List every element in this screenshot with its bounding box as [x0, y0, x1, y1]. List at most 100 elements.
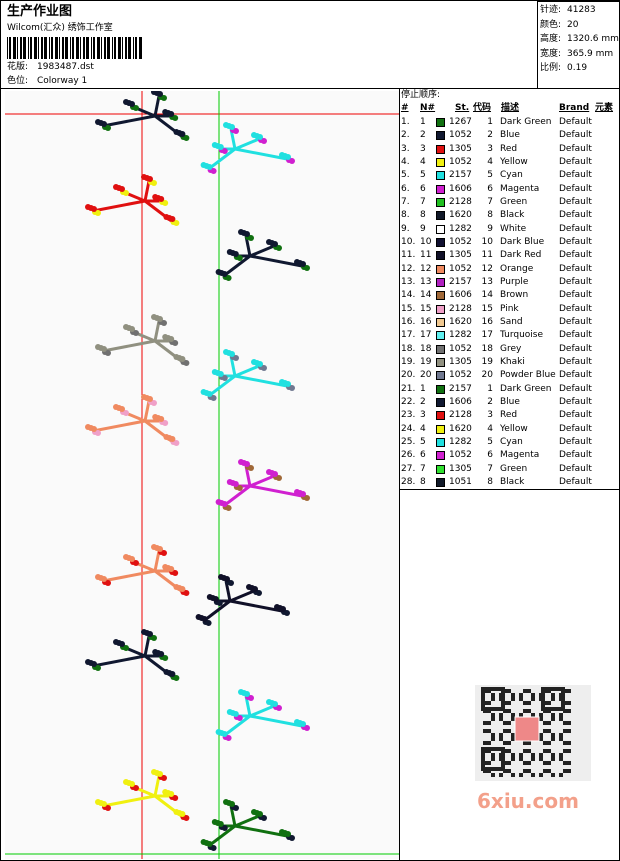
row-brand: Default — [559, 343, 592, 354]
qr-dot — [543, 729, 547, 733]
row-num: 4. — [401, 156, 410, 167]
row-brand: Default — [559, 276, 592, 287]
panel — [399, 88, 619, 860]
row-num: 2. — [401, 130, 410, 141]
motif-leaf — [157, 546, 163, 552]
row-needle: 13 — [420, 276, 432, 287]
barcode — [7, 37, 142, 59]
row-desc: Cyan — [500, 436, 523, 447]
row-brand: Default — [559, 436, 592, 447]
motif-stem — [153, 775, 161, 797]
motif-leaf — [105, 125, 111, 131]
motif-leaf — [217, 371, 224, 377]
qr-dot — [551, 697, 555, 701]
qr-dot — [511, 693, 515, 697]
row-num: 14. — [401, 290, 416, 301]
motif-leaf — [101, 346, 107, 352]
row-brand: Default — [559, 410, 592, 421]
row-desc: Cyan — [500, 170, 523, 181]
color-swatch — [436, 437, 445, 447]
bar-stripe — [83, 37, 85, 59]
motif-leaf — [212, 596, 219, 602]
stat-value: 20 — [567, 19, 579, 30]
motif-stem — [92, 654, 146, 668]
qr-dot — [523, 709, 527, 713]
row-needle: 2 — [420, 396, 426, 407]
row-code: 5 — [487, 436, 493, 447]
motif-leaf — [225, 735, 232, 741]
row-brand: Default — [559, 156, 592, 167]
qr-dot — [523, 701, 527, 705]
row-needle: 1 — [420, 117, 426, 127]
row-stitches: 1052 — [449, 370, 472, 381]
row-brand: Default — [559, 316, 592, 327]
row-desc: Powder Blue — [500, 370, 556, 381]
design-label: 花版: — [7, 62, 29, 72]
row-stitches: 2128 — [449, 410, 472, 421]
row-num: 28. — [401, 476, 416, 487]
motif-leaf — [221, 148, 228, 154]
motif-leaf — [168, 336, 175, 342]
row-needle: 5 — [420, 436, 426, 447]
row-brand: Default — [559, 450, 592, 461]
qr-finder — [481, 687, 505, 711]
row-desc: Dark Green — [500, 117, 552, 127]
qr-dot — [559, 737, 563, 741]
motif-leaf — [206, 841, 213, 847]
motif-leaf — [289, 835, 295, 841]
row-stitches: 1052 — [449, 156, 472, 167]
row-num: 1. — [401, 117, 410, 127]
row-brand: Default — [559, 196, 592, 207]
qr-dot — [539, 733, 543, 737]
qr-dot — [563, 761, 567, 765]
motif-leaf — [161, 320, 167, 326]
qr-dot — [567, 701, 571, 705]
qr-dot — [499, 733, 503, 737]
qr-dot — [491, 693, 495, 697]
motif-leaf — [129, 781, 135, 787]
qr-dot — [507, 701, 511, 705]
qr-code — [475, 685, 591, 781]
color-swatch — [436, 477, 445, 487]
motif-leaf — [217, 144, 224, 150]
row-num: 6. — [401, 183, 410, 194]
qr-dot — [527, 709, 531, 713]
stat-label: 比例: — [540, 63, 562, 73]
motif-leaf — [221, 375, 228, 381]
qr-dot — [539, 753, 543, 757]
row-code: 14 — [481, 290, 493, 301]
row-stitches: 2128 — [449, 303, 472, 314]
bar-stripe — [41, 37, 43, 59]
qr-dot — [511, 757, 515, 761]
row-brand: Default — [559, 396, 592, 407]
bar-stripe — [93, 37, 95, 59]
row-code: 13 — [481, 276, 493, 287]
motif-stem — [249, 704, 275, 718]
row-code: 8 — [487, 210, 493, 221]
row-code: 10 — [481, 236, 493, 247]
color-swatch — [436, 397, 445, 407]
qr-dot — [487, 761, 491, 765]
qr-dot — [531, 713, 535, 717]
row-code: 7 — [487, 196, 493, 207]
qr-dot — [567, 721, 571, 725]
motif-leaf — [257, 134, 263, 140]
row-desc: Blue — [500, 396, 520, 407]
row-stitches: 1606 — [449, 183, 472, 194]
qr-dot — [567, 749, 571, 753]
motif-stem — [207, 824, 236, 848]
column-header: St. — [455, 103, 470, 113]
qr-dot — [487, 741, 491, 745]
qr-dot — [547, 721, 551, 725]
stat-label: 颜色: — [540, 19, 562, 30]
row-brand: Default — [559, 290, 592, 301]
row-code: 18 — [481, 343, 493, 354]
color-swatch — [436, 211, 445, 221]
stat-value: 41283 — [567, 5, 596, 15]
bar-stripe — [135, 37, 137, 59]
row-code: 16 — [481, 316, 493, 327]
color-swatch — [436, 291, 445, 301]
motif-leaf — [221, 501, 228, 507]
qr-dot — [567, 741, 571, 745]
motif-stem — [102, 339, 156, 353]
